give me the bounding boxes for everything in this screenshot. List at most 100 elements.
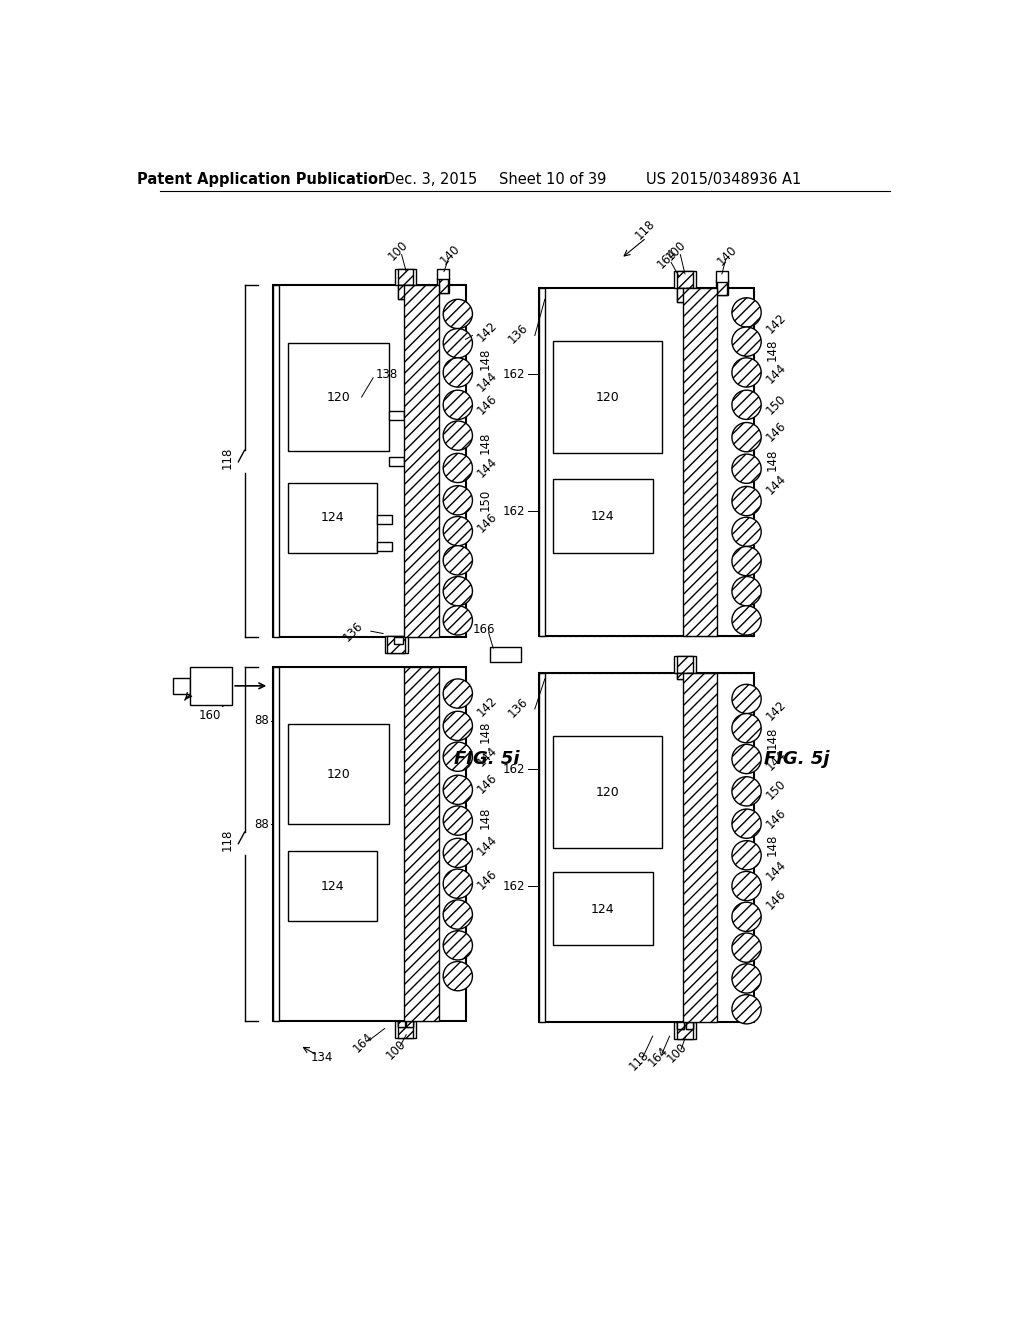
Text: Patent Application Publication: Patent Application Publication <box>137 172 389 186</box>
Bar <box>553 341 662 453</box>
Bar <box>377 543 392 552</box>
Bar <box>397 1020 404 1027</box>
Text: 146: 146 <box>475 867 500 892</box>
Text: 136: 136 <box>505 694 530 719</box>
Text: 144: 144 <box>764 748 788 774</box>
Bar <box>677 673 684 678</box>
Circle shape <box>732 903 761 932</box>
Text: 124: 124 <box>321 511 344 524</box>
Circle shape <box>443 838 472 867</box>
Bar <box>677 673 684 678</box>
Circle shape <box>732 391 761 420</box>
Bar <box>539 673 755 1022</box>
Bar <box>677 288 684 302</box>
Bar <box>273 667 466 1020</box>
Text: 144: 144 <box>475 833 500 858</box>
Bar <box>273 285 466 638</box>
Circle shape <box>443 900 472 929</box>
Bar <box>388 411 403 420</box>
Circle shape <box>443 329 472 358</box>
Bar <box>553 873 652 945</box>
Text: Dec. 3, 2015: Dec. 3, 2015 <box>384 172 477 186</box>
Text: 100: 100 <box>664 239 689 263</box>
Circle shape <box>732 871 761 900</box>
Bar <box>407 1020 413 1027</box>
Bar <box>674 271 695 288</box>
Text: 144: 144 <box>475 744 500 770</box>
Bar <box>677 1022 684 1028</box>
Bar <box>397 285 404 300</box>
Circle shape <box>732 546 761 576</box>
Bar <box>686 288 692 302</box>
Bar <box>173 678 189 693</box>
Circle shape <box>443 486 472 515</box>
Text: 100: 100 <box>665 1040 690 1065</box>
Text: 146: 146 <box>764 420 788 445</box>
Bar <box>397 1020 413 1038</box>
Circle shape <box>443 742 472 771</box>
Circle shape <box>732 684 761 714</box>
Text: 118: 118 <box>221 829 234 851</box>
Bar <box>539 288 755 636</box>
Bar <box>273 667 280 1020</box>
Text: 148: 148 <box>766 338 779 360</box>
Text: 120: 120 <box>595 391 620 404</box>
Circle shape <box>443 869 472 899</box>
Bar <box>677 1022 684 1028</box>
Text: 146: 146 <box>475 510 500 535</box>
Text: 144: 144 <box>475 455 500 480</box>
Text: 144: 144 <box>475 370 500 395</box>
Text: 164: 164 <box>350 1030 376 1055</box>
Circle shape <box>732 422 761 451</box>
Bar <box>289 343 388 451</box>
Circle shape <box>732 744 761 774</box>
Circle shape <box>443 775 472 804</box>
Text: 124: 124 <box>591 903 614 916</box>
Circle shape <box>443 358 472 387</box>
Circle shape <box>732 487 761 516</box>
Circle shape <box>443 711 472 741</box>
Circle shape <box>732 776 761 807</box>
Circle shape <box>732 577 761 606</box>
Bar <box>683 288 717 636</box>
Bar <box>403 285 438 638</box>
Text: 162: 162 <box>503 367 525 380</box>
Text: 144: 144 <box>764 858 788 883</box>
Circle shape <box>732 809 761 838</box>
Text: FIG. 5j: FIG. 5j <box>764 750 829 768</box>
Text: 144: 144 <box>764 362 788 387</box>
Bar <box>553 479 652 553</box>
Text: 118: 118 <box>633 218 657 243</box>
Text: Sheet 10 of 39: Sheet 10 of 39 <box>499 172 606 186</box>
Text: 136: 136 <box>340 619 366 644</box>
Circle shape <box>443 678 472 708</box>
Text: 164: 164 <box>654 246 680 271</box>
Circle shape <box>732 995 761 1024</box>
Text: US 2015/0348936 A1: US 2015/0348936 A1 <box>646 172 801 186</box>
Bar <box>394 638 403 644</box>
Bar <box>490 647 521 663</box>
Circle shape <box>443 961 472 991</box>
Bar <box>539 673 545 1022</box>
Bar <box>716 271 728 281</box>
Text: 150: 150 <box>764 777 788 803</box>
Text: 150: 150 <box>764 392 788 417</box>
Text: 142: 142 <box>475 694 500 719</box>
Bar <box>407 1020 413 1027</box>
Bar <box>273 285 280 638</box>
Text: 148: 148 <box>478 721 492 743</box>
Bar <box>189 667 232 705</box>
Text: 138: 138 <box>376 367 397 380</box>
Circle shape <box>443 516 472 545</box>
Text: 146: 146 <box>475 771 500 796</box>
Circle shape <box>443 545 472 576</box>
Bar <box>397 1020 404 1027</box>
Bar <box>674 1022 695 1039</box>
Bar <box>717 280 727 296</box>
Bar <box>437 268 450 280</box>
Bar <box>394 1020 416 1038</box>
Text: 88: 88 <box>254 818 269 832</box>
Text: 146: 146 <box>475 392 500 417</box>
Bar <box>677 288 684 302</box>
Text: 136: 136 <box>505 322 530 346</box>
